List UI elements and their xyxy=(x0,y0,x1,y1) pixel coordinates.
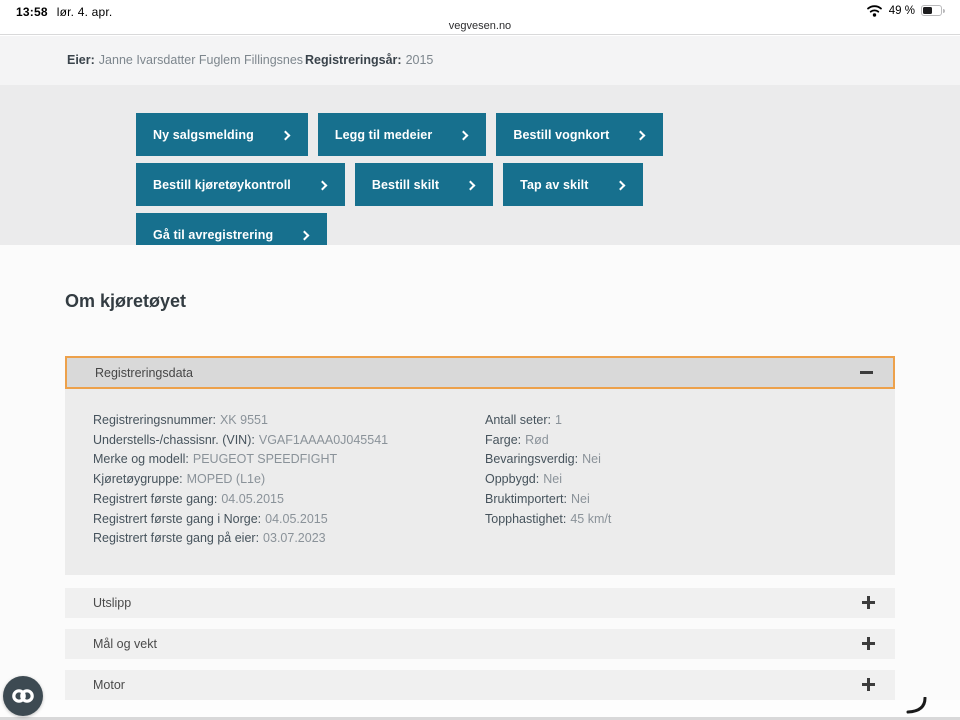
field-chassisnr-vin: Understells-/chassisnr. (VIN): VGAF1AAAA0… xyxy=(93,432,389,447)
owner-bar: Eier: Janne Ivarsdatter Fuglem Fillingsne… xyxy=(0,36,960,85)
chevron-right-icon xyxy=(615,180,625,190)
button-label: Bestill vognkort xyxy=(513,127,610,142)
field-registrert-forste-gang-eier: Registrert første gang på eier: 03.07.202… xyxy=(93,531,326,546)
registreringsdata-left-column: Registreringsnummer: XK 9551 Understells-… xyxy=(93,411,895,549)
field-registreringsnummer: Registreringsnummer: XK 9551 xyxy=(93,413,268,427)
field-kjoretoygruppe: Kjøretøygruppe: MOPED (L1e) xyxy=(93,472,266,487)
main-content: Om kjøretøyet Registreringsdata Registre… xyxy=(0,245,960,720)
field-merke-og-modell: Merke og modell: PEUGEOT SPEEDFIGHT xyxy=(93,452,338,467)
accordion-header-utslipp[interactable]: Utslipp xyxy=(65,587,895,618)
status-time: 13:58 xyxy=(16,5,48,19)
field-oppbygd: Oppbygd: Nei xyxy=(485,472,562,487)
chevron-right-icon xyxy=(299,230,310,240)
battery-percent: 49 % xyxy=(888,4,915,17)
chevron-right-icon xyxy=(635,130,646,140)
accordion-label: Mål og vekt xyxy=(93,636,157,651)
button-label: Bestill kjøretøykontroll xyxy=(153,177,291,192)
field-bruktimportert: Bruktimportert: Nei xyxy=(485,491,590,506)
chevron-right-icon xyxy=(465,180,476,190)
plus-icon xyxy=(862,596,875,610)
minus-icon xyxy=(860,371,873,374)
field-topphastighet: Topphastighet: 45 km/t xyxy=(485,511,612,526)
status-time-date: 13:58 lør. 4. apr. xyxy=(16,5,112,19)
chevron-right-icon xyxy=(317,180,328,190)
actions-band: Ny salgsmelding Legg til medeier Bestill… xyxy=(0,85,960,256)
lost-plates-button[interactable]: Tap av skilt xyxy=(503,163,643,206)
field-bevaringsverdig: Bevaringsverdig: Nei xyxy=(485,452,601,467)
floating-shortcut-button[interactable] xyxy=(3,676,43,716)
registration-year-label: Registreringsår: xyxy=(305,53,402,67)
field-registrert-forste-gang-norge: Registrert første gang i Norge: 04.05.201… xyxy=(93,511,328,526)
address-text: vegvesen.no xyxy=(448,20,512,32)
chevron-right-icon xyxy=(458,130,469,140)
owner-label: Eier: xyxy=(67,53,95,67)
accordion-label: Registreringsdata xyxy=(95,365,193,380)
plus-icon xyxy=(862,637,875,651)
status-date: lør. 4. apr. xyxy=(56,5,113,19)
order-registration-card-button[interactable]: Bestill vognkort xyxy=(496,113,664,156)
add-co-owner-button[interactable]: Legg til medeier xyxy=(317,113,487,156)
accordion-label: Motor xyxy=(93,677,125,692)
button-label: Bestill skilt xyxy=(371,177,440,192)
bottom-bar xyxy=(0,697,960,720)
chevron-right-icon xyxy=(280,130,291,140)
accordion-label: Utslipp xyxy=(93,595,132,610)
accordion-header-maal-og-vekt[interactable]: Mål og vekt xyxy=(65,628,895,659)
button-label: Tap av skilt xyxy=(520,177,589,192)
plus-icon xyxy=(862,678,875,692)
status-bar: 13:58 lør. 4. apr. 49 % vegvesen.no xyxy=(0,0,960,35)
new-sale-notice-button[interactable]: Ny salgsmelding xyxy=(136,113,308,156)
battery-half-icon xyxy=(921,5,946,17)
registreringsdata-panel: Registreringsnummer: XK 9551 Understells-… xyxy=(65,389,895,575)
accordion-list: Registreringsdata Registreringsnummer: XK… xyxy=(65,356,895,700)
registration-year-field: Registreringsår: 2015 xyxy=(305,53,433,67)
registreringsdata-right-column: Antall seter: 1 Farge: Rød Bevaringsverdig… xyxy=(485,411,611,529)
registration-year-value: 2015 xyxy=(405,53,434,67)
actions-button-group: Ny salgsmelding Legg til medeier Bestill… xyxy=(136,113,784,256)
button-label: Gå til avregistrering xyxy=(153,227,274,242)
pen-stroke-mark xyxy=(906,697,927,714)
field-registrert-forste-gang: Registrert første gang: 04.05.2015 xyxy=(93,491,284,506)
link-rings-icon xyxy=(12,689,34,703)
order-vehicle-inspection-button[interactable]: Bestill kjøretøykontroll xyxy=(136,163,345,206)
order-plates-button[interactable]: Bestill skilt xyxy=(354,163,494,206)
wifi-icon xyxy=(866,5,882,17)
field-antall-seter: Antall seter: 1 xyxy=(485,413,562,427)
button-label: Ny salgsmelding xyxy=(153,127,254,142)
owner-field: Eier: Janne Ivarsdatter Fuglem Fillingsne… xyxy=(67,53,303,67)
accordion-header-registreringsdata[interactable]: Registreringsdata xyxy=(65,356,895,389)
browser-address-bar[interactable]: vegvesen.no xyxy=(0,20,960,32)
button-label: Legg til medeier xyxy=(334,127,433,142)
accordion-header-motor[interactable]: Motor xyxy=(65,669,895,700)
field-farge: Farge: Rød xyxy=(485,432,549,447)
page-title: Om kjøretøyet xyxy=(65,291,187,311)
owner-name: Janne Ivarsdatter Fuglem Fillingsnes xyxy=(98,53,304,67)
status-indicators: 49 % xyxy=(866,4,946,17)
